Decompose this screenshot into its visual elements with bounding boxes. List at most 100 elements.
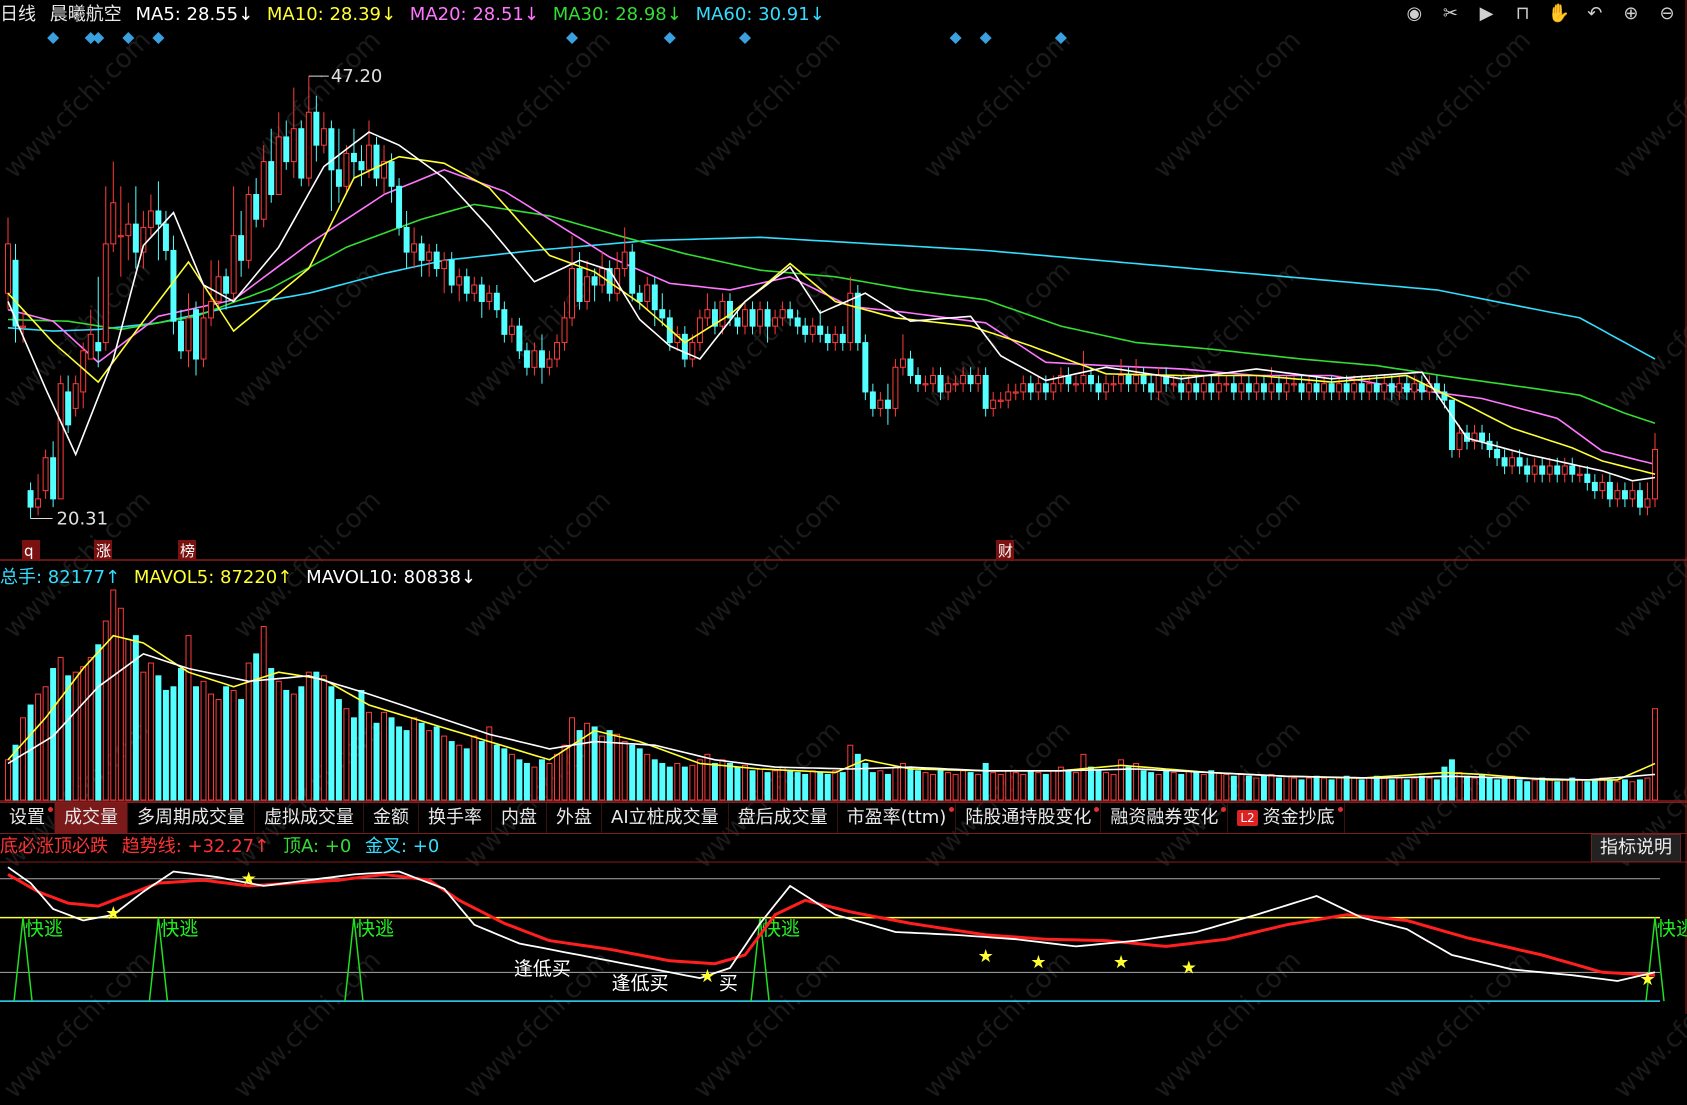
fengdimai-label-2: 逢低买 xyxy=(612,973,669,995)
candle-body xyxy=(245,194,252,261)
candle-body xyxy=(433,251,440,270)
candle-body xyxy=(456,276,463,286)
candle-body xyxy=(193,309,199,360)
volume-bar xyxy=(283,689,290,801)
candle-body xyxy=(1193,383,1200,393)
candle-body xyxy=(72,383,79,409)
play-icon[interactable]: ▶ xyxy=(1479,3,1494,24)
tab-11[interactable]: 陆股通持股变化 xyxy=(956,803,1102,833)
volume-bar xyxy=(102,620,109,801)
volume-bar xyxy=(892,766,899,801)
candle-body xyxy=(1027,383,1034,393)
volume-bar xyxy=(1486,777,1493,801)
candle-body xyxy=(388,161,395,187)
volume-bar xyxy=(779,766,786,801)
volume-bar xyxy=(1283,775,1290,801)
candle-body xyxy=(779,309,786,319)
tab-label: 资金抄底 xyxy=(1262,807,1335,828)
signal-diamond-icon xyxy=(47,32,60,44)
volume-bar xyxy=(501,748,508,801)
zoom-in-icon[interactable]: ⊕ xyxy=(1623,3,1639,24)
hand-icon[interactable]: ✋ xyxy=(1547,3,1570,24)
stock-chart[interactable]: 47.2020.31q 涨榜财 快逃 快逃 快逃 快逃 快逃★★★★ ★ ★ ★★逢低买逢低买买 xyxy=(0,0,1687,1014)
candle-body xyxy=(997,399,1004,402)
volume-ma-lines xyxy=(7,634,1656,781)
tab-0[interactable]: 设置 xyxy=(0,803,55,833)
tab-5[interactable]: 换手率 xyxy=(419,803,492,833)
volume-bar xyxy=(1343,775,1350,801)
volume-bar xyxy=(5,759,11,801)
tab-10[interactable]: 市盈率(ttm) xyxy=(838,803,957,833)
undo-icon[interactable]: ↶ xyxy=(1587,3,1603,24)
candle-body xyxy=(12,259,19,327)
candle-body xyxy=(681,333,688,360)
lock-icon[interactable]: ⊓ xyxy=(1515,3,1530,24)
ma5-value: MA5: 28.55↓ xyxy=(135,4,254,25)
candle-body xyxy=(1238,383,1245,393)
candle-body xyxy=(290,128,297,163)
volume-bar xyxy=(674,762,681,801)
volume-bar xyxy=(554,753,560,801)
tab-7[interactable]: 外盘 xyxy=(547,803,602,833)
volume-bar xyxy=(313,671,320,801)
candle-body xyxy=(1366,383,1373,393)
candle-body xyxy=(1403,383,1410,393)
candle-body xyxy=(1005,391,1012,401)
candle-body xyxy=(20,325,27,328)
tab-3[interactable]: 虚拟成交量 xyxy=(255,803,364,833)
candle-body xyxy=(57,383,64,500)
scissors-icon[interactable]: ✂ xyxy=(1442,3,1458,24)
tab-4[interactable]: 金额 xyxy=(364,803,419,833)
tab-8[interactable]: AI立桩成交量 xyxy=(602,803,729,833)
candle-body xyxy=(1433,383,1440,393)
candle-body xyxy=(508,325,515,335)
candle-body xyxy=(320,128,327,146)
candle-body xyxy=(930,374,937,385)
tab-1[interactable]: 成交量 xyxy=(55,803,128,833)
candle-body xyxy=(1223,383,1230,386)
volume-bar xyxy=(1185,770,1192,801)
volume-bar xyxy=(388,717,395,801)
candle-body xyxy=(1268,383,1275,393)
eye-icon[interactable]: ◉ xyxy=(1406,3,1423,24)
signal-diamond-icon xyxy=(949,32,962,44)
volume-bar xyxy=(982,762,989,801)
volume-bar xyxy=(1155,773,1162,801)
volume-bar xyxy=(65,675,72,801)
volume-bar xyxy=(1426,777,1433,801)
volume-bar xyxy=(245,662,252,801)
volume-bar xyxy=(742,764,748,801)
volume-bar xyxy=(884,773,891,801)
tab-13[interactable]: L2 资金抄底 xyxy=(1228,803,1345,833)
ma10-polyline xyxy=(7,155,1656,475)
volume-bar xyxy=(1035,772,1042,801)
candle-body xyxy=(298,128,305,179)
marker-zhang-bg xyxy=(94,540,112,560)
candle-body xyxy=(1215,383,1222,393)
tab-12[interactable]: 融资融券变化 xyxy=(1101,803,1229,833)
tab-label: 设置 xyxy=(9,807,45,828)
volume-bar xyxy=(1336,777,1343,801)
tab-6[interactable]: 内盘 xyxy=(492,803,547,833)
candle-body xyxy=(1245,383,1252,393)
tab-2[interactable]: 多周期成交量 xyxy=(128,803,255,833)
volume-bar xyxy=(1057,766,1064,801)
zoom-out-icon[interactable]: ⊖ xyxy=(1659,3,1675,24)
candle-body xyxy=(283,136,290,163)
tab-9[interactable]: 盘后成交量 xyxy=(729,803,838,833)
volume-bar xyxy=(1494,779,1501,801)
volume-bar xyxy=(140,671,147,801)
period-label[interactable]: 日线 xyxy=(0,4,36,25)
volume-bar xyxy=(832,770,839,801)
indicator-explain-button[interactable]: 指标说明 xyxy=(1591,834,1681,862)
volume-bars xyxy=(5,589,1658,801)
candle-body xyxy=(1012,391,1019,394)
candle-body xyxy=(441,259,448,270)
kuaitao-label: 快逃 xyxy=(25,918,63,940)
candle-body xyxy=(538,350,545,368)
mavol5-polyline xyxy=(7,634,1656,781)
volume-bar xyxy=(569,717,576,801)
marker-zhang: 涨 xyxy=(96,542,111,560)
candle-body xyxy=(1591,481,1598,492)
ma60-value: MA60: 30.91↓ xyxy=(695,4,825,25)
